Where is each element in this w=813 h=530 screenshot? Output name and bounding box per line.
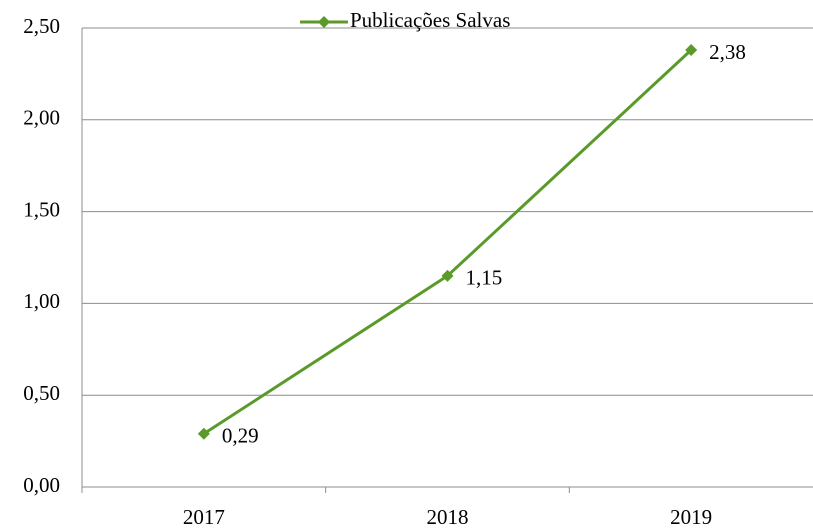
data-label: 1,15 [466, 266, 503, 290]
y-tick-label: 1,50 [23, 197, 60, 221]
y-tick-label: 0,00 [23, 473, 60, 497]
x-tick-label: 2017 [183, 505, 225, 529]
y-tick-label: 1,00 [23, 289, 60, 313]
x-tick-label: 2018 [427, 505, 469, 529]
data-label: 0,29 [222, 424, 259, 448]
y-tick-label: 2,50 [23, 14, 60, 38]
marker [197, 427, 210, 440]
data-label: 2,38 [709, 40, 746, 64]
y-tick-label: 0,50 [23, 381, 60, 405]
legend-marker [318, 16, 330, 28]
x-tick-label: 2019 [670, 505, 712, 529]
series-line [203, 48, 693, 436]
y-tick-label: 2,00 [23, 106, 60, 130]
marker [441, 269, 454, 282]
legend-label: Publicações Salvas [350, 8, 510, 32]
marker [685, 44, 698, 57]
